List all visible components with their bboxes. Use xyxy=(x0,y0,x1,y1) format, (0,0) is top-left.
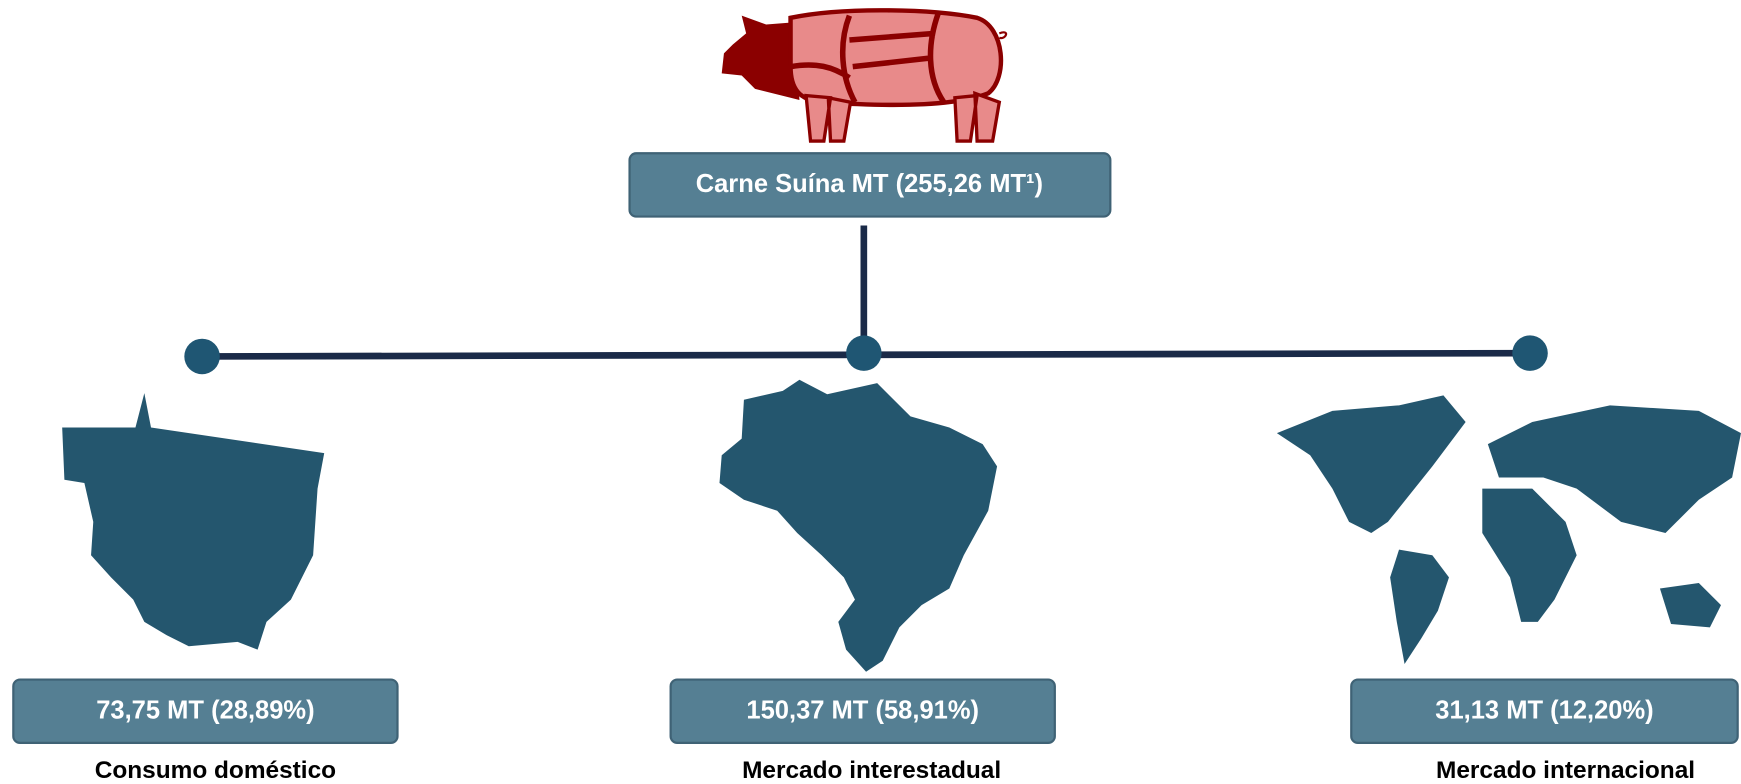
mato-grosso-map xyxy=(62,393,325,650)
branch-value: 31,13 MT (12,20%) xyxy=(1435,697,1653,725)
root-box xyxy=(628,152,1112,218)
connector-dots xyxy=(184,335,1548,375)
branch-label: Consumo doméstico xyxy=(95,757,336,784)
branch-value: 150,37 MT (58,91%) xyxy=(746,697,979,725)
branch-label: Mercado internacional xyxy=(1436,757,1695,784)
branch-value: 73,75 MT (28,89%) xyxy=(96,697,314,725)
pig-icon xyxy=(721,8,1008,143)
branch-box xyxy=(12,678,399,744)
world-map xyxy=(1276,395,1741,665)
branch-label: Mercado interestadual xyxy=(742,757,1001,784)
root-label: Carne Suína MT (255,26 MT¹) xyxy=(696,170,1043,198)
branch-box xyxy=(669,678,1056,744)
branch-box xyxy=(1350,678,1739,744)
brazil-map xyxy=(719,379,998,672)
